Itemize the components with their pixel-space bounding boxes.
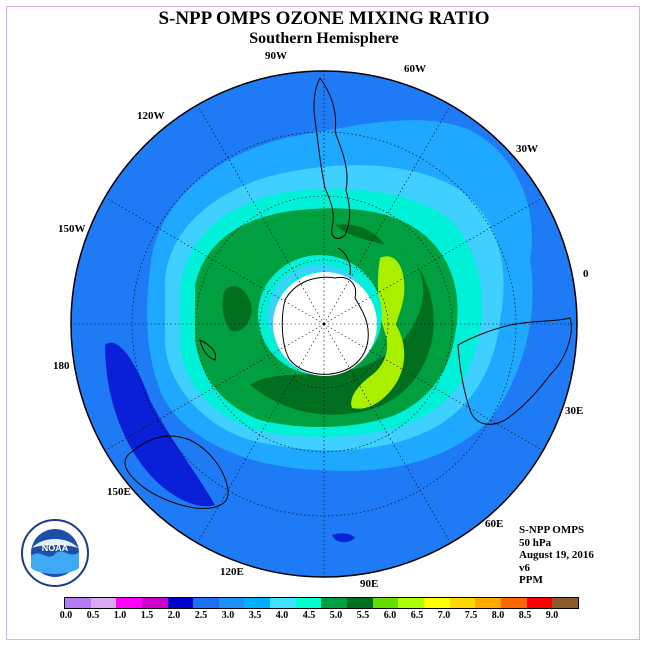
colorbar-tick-label: 5.5 [356,610,370,621]
lon-label-90e: 90E [360,578,379,590]
australia-coast [124,435,229,509]
colorbar-swatch [372,598,399,608]
info-version: v6 [519,561,530,574]
colorbar-swatch [347,598,373,608]
colorbar-tick-label: 0.5 [86,610,100,621]
colorbar-swatch [90,598,117,608]
colorbar-tick-label: 8.5 [518,610,532,621]
colorbar-tick-label: 3.5 [248,610,262,621]
lon-label-90w: 90W [265,50,287,62]
colorbar-tick-label: 6.0 [383,610,397,621]
colorbar-swatch [270,598,296,608]
colorbar-swatch [244,598,271,608]
lon-label-120w: 120W [137,110,165,122]
colorbar-tick-label: 0.0 [59,610,73,621]
colorbar-tick-label: 2.5 [194,610,208,621]
colorbar-swatch [116,598,142,608]
field-band-2-0 [332,533,355,543]
map-title: S-NPP OMPS OZONE MIXING RATIO [158,8,490,29]
colorbar-tick-label: 2.0 [167,610,181,621]
lon-label-0: 0 [583,268,589,280]
colorbar-swatch [500,598,527,608]
antarctica-coast [281,276,369,375]
africa-coast [457,317,572,425]
antarctic-peninsula [337,247,351,276]
field-band-5-5 [351,256,405,409]
colorbar-swatch [526,598,553,608]
south-america-coast [313,77,351,239]
new-zealand-coast [199,339,217,361]
noaa-logo: NOAA [21,519,89,587]
field-band-5-0 [222,286,252,332]
figure-frame [6,6,640,640]
colorbar-tick-label: 8.0 [491,610,505,621]
colorbar-swatch [449,598,476,608]
colorbar-swatch [552,598,578,608]
coastlines [124,77,572,509]
lon-label-30w: 30W [516,143,538,155]
colorbar-tick-label: 4.5 [302,610,316,621]
colorbar-tick-label: 1.5 [140,610,154,621]
map-subtitle: Southern Hemisphere [249,30,399,47]
colorbar-swatch [295,598,322,608]
colorbar-swatch [65,598,91,608]
colorbar-tick-label: 7.0 [437,610,451,621]
colorbar-swatch [321,598,348,608]
info-level: 50 hPa [519,536,552,549]
graticule [71,71,577,577]
colorbar-swatch [218,598,245,608]
colorbar-tick-label: 3.0 [221,610,235,621]
pole-marker [322,322,326,326]
info-date: August 19, 2016 [519,549,594,561]
lon-label-150e: 150E [107,486,131,498]
colorbar-swatch [423,598,450,608]
colorbar-tick-label: 4.0 [275,610,289,621]
lon-label-60e: 60E [485,518,504,530]
colorbar-tick-label: 9.0 [545,610,559,621]
lon-label-120e: 120E [220,566,244,578]
lon-label-150w: 150W [58,223,86,235]
info-block: S-NPP OMPS 50 hPa August 19, 2016 v6 PPM [519,524,594,587]
map-boundary [70,70,578,578]
colorbar-swatch [167,598,194,608]
lon-label-60w: 60W [404,63,426,75]
colorbar-swatch [141,598,168,608]
logo-text: NOAA [42,543,69,553]
colorbar-tick-label: 5.0 [329,610,343,621]
colorbar-tick-label: 6.5 [410,610,424,621]
colorbar-swatch [398,598,424,608]
info-instrument: S-NPP OMPS [519,524,585,536]
info-units: PPM [519,574,543,586]
colorbar-swatch [475,598,501,608]
colorbar-swatch [193,598,219,608]
colorbar-tick-label: 1.0 [113,610,127,621]
field-band-2-0 [105,342,215,507]
lon-label-180: 180 [53,360,70,372]
colorbar [64,597,579,609]
lon-label-30e: 30E [565,405,584,417]
colorbar-tick-label: 7.5 [464,610,478,621]
